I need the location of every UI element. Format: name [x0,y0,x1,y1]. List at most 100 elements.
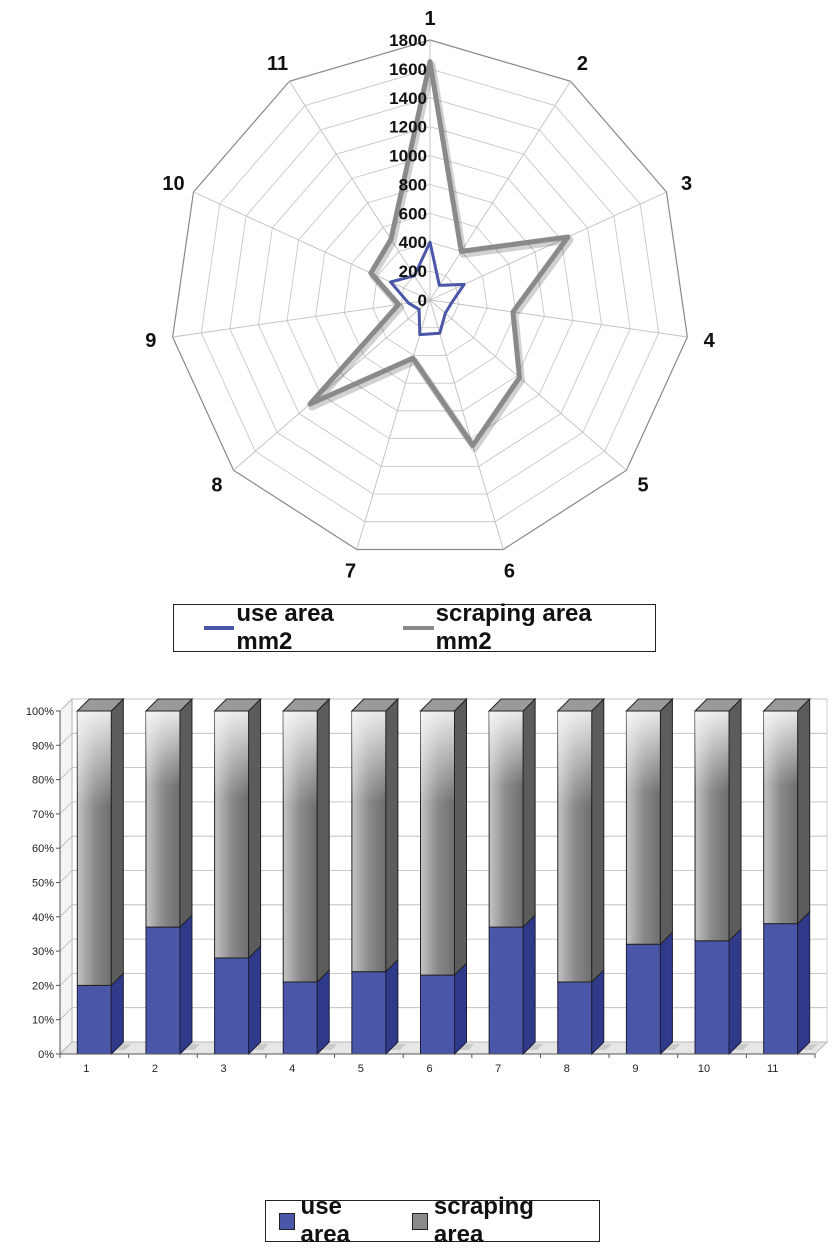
stacked-bar-chart: 0% 10% 20% 30% 40% 50% 60% 70% 80% 90% 100% 1 2 3 4 5 6… [26,697,828,1075]
radar-spoke [429,191,667,301]
bar-side-use-area [591,968,605,1056]
radar-category-label: 8 [211,475,222,497]
bar-stack [487,697,544,1056]
bar-y-tick-label: 20% [32,980,54,992]
radar-category-label: 11 [267,53,288,75]
bar-segment-use-area [214,957,250,1055]
bar-y-tick-label: 50% [32,878,54,890]
bar-x-tick-label: 11 [767,1063,778,1075]
radar-spoke [429,81,571,301]
bar-top-face [213,698,262,712]
bar-top-face [693,698,743,712]
bar-side-use-area [248,944,262,1056]
legend-swatch-use-area [279,1212,295,1230]
bar-side-scraping-area [179,697,193,929]
bar-top-face [282,698,331,712]
radar-category-label: 10 [162,173,184,195]
bar-chart-y-ticks: 0% 10% 20% 30% 40% 50% 60% 70% 80% 90% 100% [26,706,815,1061]
bar-segment-use-area [488,926,524,1055]
bar-segment-highlight [763,711,798,924]
bar-stack [762,697,818,1056]
bar-y-tick-label: 70% [32,809,54,821]
bar-stack [76,697,132,1056]
radar-grid-ring [200,68,660,523]
bar-side-use-area [316,968,330,1056]
radar-category-label: 7 [345,561,356,583]
bar-side-scraping-area [591,697,605,984]
bar-side-use-area [522,913,536,1056]
radar-radial-tick: 200 [399,262,427,281]
bar-x-tick-label: 8 [564,1063,570,1075]
bar-stack [693,697,750,1056]
bar-gridline-side [59,1007,73,1020]
bar-x-tick-label: 1 [83,1063,89,1075]
bar-segment-use-area [282,981,318,1055]
bar-gridline-side [59,835,73,849]
bar-stack [144,697,200,1056]
bar-x-tick-label: 5 [358,1063,364,1075]
bar-y-tick-label: 30% [32,946,54,958]
bar-top-face [144,698,194,712]
legend-entry-use-area-mm2: use area mm2 [204,600,379,656]
bar-segment-highlight [145,711,180,928]
bar-segment-highlight [489,711,524,928]
bar-segment-highlight [283,711,318,982]
bar-segment-use-area [763,923,799,1055]
bar-x-tick-label: 9 [632,1063,638,1075]
bar-side-scraping-area [728,697,742,943]
bar-top-face [762,698,811,712]
radar-spoke [356,299,431,550]
radar-radial-tick: 800 [399,175,427,194]
radar-radial-tick: 1200 [389,118,427,137]
bar-y-tick-label: 0% [38,1049,54,1061]
radar-category-label: 2 [577,53,588,75]
legend-entry-scraping-area: scraping area [412,1193,575,1249]
radar-category-label: 1 [424,8,435,30]
legend-line-scraping-area [403,626,434,630]
bar-top-face [76,698,125,712]
bar-side-scraping-area [316,697,330,984]
radar-category-label: 4 [704,330,716,352]
legend-label-scraping-area: scraping area [433,1193,534,1248]
bar-top-face [556,698,605,712]
bar-side-use-area [797,910,811,1056]
bar-side-use-area [385,958,399,1056]
bar-y-tick-label: 90% [32,740,54,752]
bar-top-face [350,698,400,712]
bar-legend: use area scraping area [265,1193,600,1248]
bar-top-face [487,698,537,712]
bar-top-face [625,698,674,712]
radar-grid-ring [372,241,488,356]
radar-series-layer [307,59,574,453]
radar-spoke [429,299,627,471]
bar-segment-use-area [420,974,455,1055]
bar-segment-highlight [77,711,112,986]
radar-category-label: 6 [504,561,515,583]
radar-radial-tick: 400 [399,233,427,252]
radar-spoke [172,299,431,338]
radar-radial-ticks: 0 200 400 600 800 1000 1200 1400 1600 1800 [389,31,427,310]
radar-grid-ring [229,97,631,495]
radar-legend: use area mm2 scraping area mm2 [173,600,656,655]
bar-side-scraping-area [110,697,124,987]
radar-radial-tick: 1800 [389,31,427,50]
legend-label-use-area-mm2: use area mm2 [236,600,334,655]
radar-radial-tick: 0 [418,291,427,310]
bar-segment-use-area [694,940,730,1055]
bar-segment-highlight [420,711,455,976]
bar-gridline-side [59,698,73,712]
bar-side-scraping-area [454,697,467,977]
bar-gridline-side [59,973,73,986]
bar-gridline-side [59,870,73,883]
bar-x-tick-label: 4 [289,1063,295,1075]
bar-stack [350,697,406,1056]
bar-segment-highlight [626,711,661,945]
bar-segment-highlight [557,711,592,982]
bar-x-tick-label: 6 [426,1063,432,1075]
radar-grid-ring [172,39,688,551]
bar-side-scraping-area [659,697,673,946]
bar-side-scraping-area [522,697,536,929]
bar-gridline-side [59,767,73,780]
radar-grid [172,39,688,551]
radar-radial-tick: 600 [399,204,427,223]
